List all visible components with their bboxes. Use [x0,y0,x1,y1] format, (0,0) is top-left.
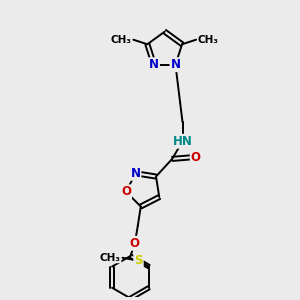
Text: CH₃: CH₃ [110,35,131,45]
Text: O: O [121,185,131,198]
Text: S: S [134,254,143,267]
Text: N: N [130,167,140,180]
Text: N: N [149,58,159,71]
Text: N: N [170,58,181,71]
Text: CH₃: CH₃ [100,253,121,263]
Text: O: O [130,237,140,250]
Text: CH₃: CH₃ [198,35,219,45]
Text: HN: HN [172,135,193,148]
Text: O: O [191,151,201,164]
